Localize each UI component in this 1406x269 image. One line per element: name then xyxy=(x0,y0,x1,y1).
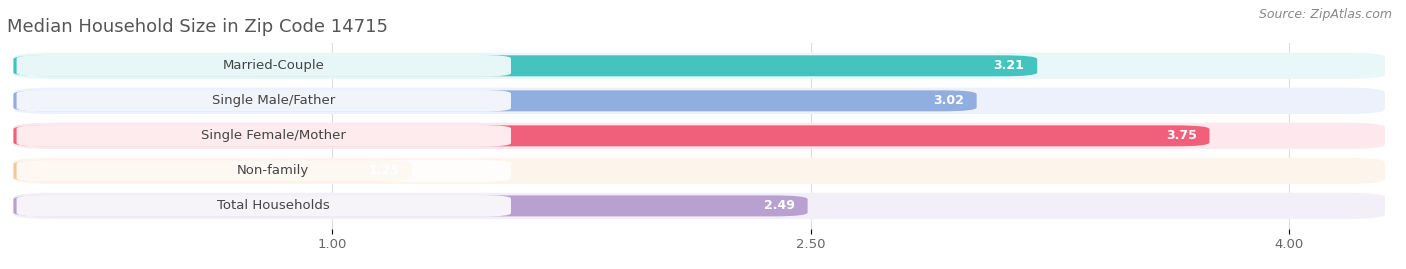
Text: 3.75: 3.75 xyxy=(1166,129,1197,142)
FancyBboxPatch shape xyxy=(14,55,1038,76)
Text: Married-Couple: Married-Couple xyxy=(222,59,325,72)
FancyBboxPatch shape xyxy=(14,158,1385,184)
Text: Single Female/Mother: Single Female/Mother xyxy=(201,129,346,142)
FancyBboxPatch shape xyxy=(17,195,510,217)
FancyBboxPatch shape xyxy=(14,90,977,111)
FancyBboxPatch shape xyxy=(17,160,510,182)
FancyBboxPatch shape xyxy=(14,160,412,181)
FancyBboxPatch shape xyxy=(14,125,1209,146)
Text: Non-family: Non-family xyxy=(238,164,309,177)
FancyBboxPatch shape xyxy=(14,195,807,216)
Text: 3.21: 3.21 xyxy=(994,59,1025,72)
FancyBboxPatch shape xyxy=(14,88,1385,114)
FancyBboxPatch shape xyxy=(14,53,1385,79)
Text: 1.25: 1.25 xyxy=(368,164,399,177)
Text: Source: ZipAtlas.com: Source: ZipAtlas.com xyxy=(1258,8,1392,21)
Text: 2.49: 2.49 xyxy=(763,199,794,213)
FancyBboxPatch shape xyxy=(17,90,510,112)
FancyBboxPatch shape xyxy=(17,55,510,77)
Text: Single Male/Father: Single Male/Father xyxy=(212,94,335,107)
FancyBboxPatch shape xyxy=(14,193,1385,219)
Text: Median Household Size in Zip Code 14715: Median Household Size in Zip Code 14715 xyxy=(7,18,388,36)
FancyBboxPatch shape xyxy=(17,125,510,147)
Text: 3.02: 3.02 xyxy=(934,94,965,107)
Text: Total Households: Total Households xyxy=(217,199,330,213)
FancyBboxPatch shape xyxy=(14,123,1385,149)
